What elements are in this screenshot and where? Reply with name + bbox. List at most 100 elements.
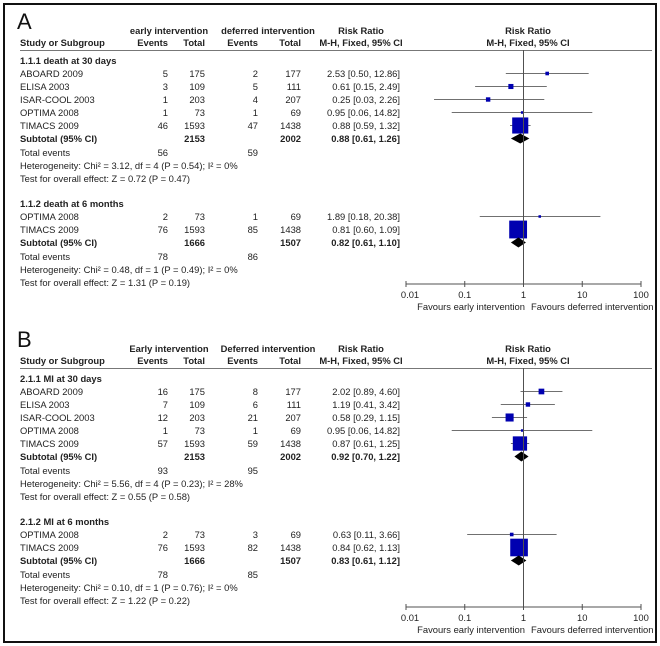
events-group2: 1 xyxy=(252,211,258,222)
events-group1: 1 xyxy=(162,94,168,105)
events-group2: 5 xyxy=(252,81,258,92)
header-divider xyxy=(20,50,652,51)
subtotal-risk-ratio-ci: 0.88 [0.61, 1.26] xyxy=(331,133,400,144)
subtotal-risk-ratio-ci: 0.83 [0.61, 1.12] xyxy=(331,555,400,566)
events-group1: 2 xyxy=(162,211,168,222)
events-group1: 57 xyxy=(157,438,168,449)
events-group1: 3 xyxy=(162,81,168,92)
overall-effect-test: Test for overall effect: Z = 1.31 (P = 0… xyxy=(20,277,191,288)
risk-ratio-ci: 0.61 [0.15, 2.49] xyxy=(332,81,400,92)
heterogeneity-stat: Heterogeneity: Chi² = 3.12, df = 4 (P = … xyxy=(20,160,238,171)
total-group1: 1593 xyxy=(184,542,205,553)
study-name: TIMACS 2009 xyxy=(20,542,79,553)
study-name: OPTIMA 2008 xyxy=(20,425,79,436)
events-group2: 6 xyxy=(252,399,258,410)
panel-label: A xyxy=(17,9,32,34)
group2-header: deferred intervention xyxy=(221,25,315,36)
total2-header: Total xyxy=(279,355,301,366)
x-axis-tick-label: 0.1 xyxy=(458,612,472,623)
risk-ratio-ci: 0.87 [0.61, 1.25] xyxy=(332,438,400,449)
risk-ratio-ci: 0.63 [0.11, 3.66] xyxy=(332,529,400,540)
total-group1: 73 xyxy=(194,529,205,540)
events1-header: Events xyxy=(137,37,168,48)
rr-method-header: M-H, Fixed, 95% CI xyxy=(319,37,403,48)
study-name: ISAR-COOL 2003 xyxy=(20,412,95,423)
total-events-label: Total events xyxy=(20,569,71,580)
subtotal-label: Subtotal (95% CI) xyxy=(20,555,98,566)
total-events-label: Total events xyxy=(20,465,71,476)
risk-ratio-ci: 0.25 [0.03, 2.26] xyxy=(332,94,400,105)
total-group1: 73 xyxy=(194,107,205,118)
risk-ratio-ci: 0.81 [0.60, 1.09] xyxy=(332,224,400,235)
subtotal-risk-ratio-ci: 0.82 [0.61, 1.10] xyxy=(331,237,400,248)
subtotal-total-group1: 2153 xyxy=(184,133,205,144)
rr-method-plot-header: M-H, Fixed, 95% CI xyxy=(486,355,570,366)
events-group1: 5 xyxy=(162,68,168,79)
study-marker xyxy=(512,117,529,134)
study-marker xyxy=(525,402,531,407)
group1-header: early intervention xyxy=(129,25,209,36)
heterogeneity-stat: Heterogeneity: Chi² = 0.48, df = 1 (P = … xyxy=(20,264,238,275)
study-name: ABOARD 2009 xyxy=(20,386,84,397)
study-name: OPTIMA 2008 xyxy=(20,107,79,118)
subtotal-total-group2: 1507 xyxy=(280,237,301,248)
total-group2: 1438 xyxy=(280,224,301,235)
events-group1: 76 xyxy=(157,542,168,553)
total-group1: 1593 xyxy=(184,224,205,235)
total-group1: 73 xyxy=(194,211,205,222)
total-group2: 69 xyxy=(290,529,301,540)
subtotal-total-group1: 1666 xyxy=(184,237,205,248)
study-marker xyxy=(520,111,524,114)
study-marker xyxy=(545,71,549,76)
overall-effect-test: Test for overall effect: Z = 0.72 (P = 0… xyxy=(20,173,191,184)
total-events-group2: 86 xyxy=(247,251,258,262)
study-name: TIMACS 2009 xyxy=(20,438,79,449)
total-group1: 1593 xyxy=(184,120,205,131)
total-events-group1: 78 xyxy=(157,569,168,580)
events-group1: 12 xyxy=(157,412,168,423)
study-name: TIMACS 2009 xyxy=(20,120,79,131)
subtotal-diamond xyxy=(514,451,529,462)
study-marker xyxy=(508,83,514,90)
total-events-group1: 78 xyxy=(157,251,168,262)
study-name: ABOARD 2009 xyxy=(20,68,84,79)
subtotal-total-group2: 1507 xyxy=(280,555,301,566)
study-name: ISAR-COOL 2003 xyxy=(20,94,95,105)
risk-ratio-ci: 1.19 [0.41, 3.42] xyxy=(332,399,400,410)
overall-effect-test: Test for overall effect: Z = 1.22 (P = 0… xyxy=(20,595,191,606)
total-group1: 175 xyxy=(189,68,205,79)
total-group1: 203 xyxy=(189,94,205,105)
total-group2: 111 xyxy=(286,81,301,92)
events-group1: 2 xyxy=(162,529,168,540)
study-marker xyxy=(509,220,528,239)
study-name: TIMACS 2009 xyxy=(20,224,79,235)
heterogeneity-stat: Heterogeneity: Chi² = 5.56, df = 4 (P = … xyxy=(20,478,243,489)
overall-effect-test: Test for overall effect: Z = 0.55 (P = 0… xyxy=(20,491,191,502)
risk-ratio-ci: 0.95 [0.06, 14.82] xyxy=(327,107,400,118)
subtotal-label: Subtotal (95% CI) xyxy=(20,237,98,248)
x-axis-tick-label: 10 xyxy=(577,289,588,300)
risk-ratio-ci: 1.89 [0.18, 20.38] xyxy=(327,211,400,222)
events2-header: Events xyxy=(227,355,258,366)
study-marker xyxy=(512,436,528,451)
x-axis-tick-label: 100 xyxy=(633,289,649,300)
study-name: OPTIMA 2008 xyxy=(20,211,79,222)
forest-plot-graphic xyxy=(405,368,642,610)
events-group2: 1 xyxy=(252,425,258,436)
risk-ratio-ci: 0.95 [0.06, 14.82] xyxy=(327,425,400,436)
total-group2: 69 xyxy=(290,107,301,118)
subtotal-total-group1: 2153 xyxy=(184,451,205,462)
subtotal-label: Subtotal (95% CI) xyxy=(20,133,98,144)
total-events-group1: 56 xyxy=(157,147,168,158)
risk-ratio-plot-header: Risk Ratio xyxy=(505,25,551,36)
events-group2: 2 xyxy=(252,68,258,79)
total-events-label: Total events xyxy=(20,147,71,158)
events-group2: 85 xyxy=(247,224,258,235)
subgroup-title: 2.1.2 MI at 6 months xyxy=(20,516,110,527)
risk-ratio-ci: 0.58 [0.29, 1.15] xyxy=(332,412,400,423)
events-group1: 1 xyxy=(162,425,168,436)
events-group2: 59 xyxy=(247,438,258,449)
total-group1: 73 xyxy=(194,425,205,436)
study-marker xyxy=(509,532,514,537)
